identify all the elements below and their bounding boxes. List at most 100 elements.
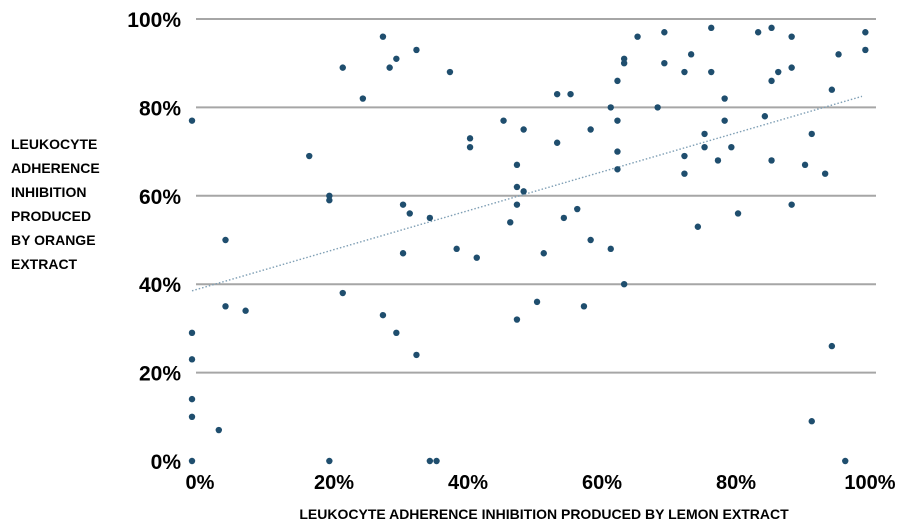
data-point [567, 90, 574, 98]
data-point [614, 117, 621, 124]
x-tick-label: 60% [582, 472, 622, 494]
data-point [339, 64, 346, 71]
data-point [215, 426, 222, 434]
data-point [681, 170, 688, 177]
data-point [433, 457, 440, 465]
data-point [768, 77, 775, 85]
data-point [862, 29, 869, 36]
data-point [359, 95, 367, 102]
y-tick-label: 80% [139, 97, 181, 120]
data-point [721, 95, 728, 102]
data-point [614, 77, 621, 85]
data-point [533, 298, 541, 306]
data-point [607, 104, 614, 111]
data-point [520, 126, 527, 133]
data-point [721, 117, 728, 124]
data-point [513, 316, 521, 323]
data-point [835, 51, 842, 58]
data-point [188, 329, 196, 337]
data-point [222, 236, 229, 244]
data-point [306, 152, 313, 160]
data-point [620, 281, 628, 288]
data-point [188, 356, 196, 363]
data-point [446, 68, 454, 76]
data-point [513, 183, 521, 191]
data-point [788, 33, 795, 40]
y-axis-title-line: INHIBITION [11, 184, 87, 200]
x-tick-label: 0% [186, 472, 215, 494]
trendline [191, 95, 863, 292]
data-point [326, 192, 333, 199]
y-axis-title-line: BY ORANGE [11, 232, 96, 248]
y-tick-label: 60% [139, 186, 181, 209]
y-tick-label: 100% [127, 9, 181, 32]
data-point [801, 161, 809, 169]
data-point [406, 210, 413, 217]
y-axis-title-line: LEUKOCYTE [11, 136, 98, 152]
data-point [393, 55, 400, 62]
data-point [734, 210, 742, 217]
y-axis-title-line: ADHERENCE [11, 160, 100, 176]
data-point [560, 214, 568, 222]
y-tick-label: 40% [139, 274, 181, 297]
data-point [620, 60, 628, 67]
data-point [614, 166, 621, 173]
data-point [661, 60, 668, 67]
data-point [326, 457, 333, 465]
data-point [607, 245, 614, 253]
data-point [513, 161, 521, 169]
x-tick-label: 100% [844, 472, 895, 494]
y-axis-title-line: EXTRACT [11, 256, 78, 272]
data-point [842, 457, 849, 465]
data-point [507, 219, 514, 226]
data-point [828, 342, 836, 350]
data-point [513, 201, 521, 208]
data-point [242, 307, 249, 314]
data-point [587, 126, 594, 133]
data-point [188, 457, 196, 465]
data-point [654, 104, 661, 111]
data-point [399, 250, 407, 257]
data-point [466, 143, 474, 151]
data-points [188, 24, 869, 465]
data-point [188, 395, 196, 403]
data-point [453, 245, 460, 253]
data-point [393, 329, 400, 337]
x-tick-labels: 0% 20% 40% 60% 80% 100% [186, 472, 896, 494]
data-point [701, 130, 708, 138]
data-point [694, 223, 702, 230]
data-point [553, 139, 561, 146]
data-point [862, 46, 869, 54]
data-point [426, 457, 434, 465]
data-point [808, 130, 815, 138]
data-point [768, 24, 775, 32]
data-point [466, 135, 474, 142]
data-point [188, 413, 196, 420]
y-axis-title-line: PRODUCED [11, 208, 92, 224]
data-point [413, 351, 420, 359]
data-point [661, 29, 668, 36]
data-point [386, 64, 393, 71]
data-point [788, 64, 795, 71]
data-point [379, 33, 387, 40]
data-point [768, 157, 775, 164]
data-point [574, 205, 581, 213]
data-point [222, 303, 229, 310]
data-point [681, 152, 688, 160]
data-point [701, 143, 708, 151]
data-point [634, 33, 641, 40]
data-point [540, 250, 547, 257]
x-tick-label: 40% [448, 472, 488, 494]
data-point [620, 55, 628, 62]
data-point [473, 254, 480, 261]
y-tick-labels: 0% 20% 40% 60% 80% 100% [127, 9, 181, 474]
data-point [761, 113, 769, 120]
data-point [687, 51, 695, 58]
data-point [821, 170, 829, 177]
data-point [580, 303, 588, 310]
data-point [587, 236, 594, 244]
data-point [728, 143, 735, 151]
data-point [399, 201, 407, 208]
data-point [788, 201, 795, 208]
x-axis-title: LEUKOCYTE ADHERENCE INHIBITION PRODUCED … [299, 506, 789, 522]
